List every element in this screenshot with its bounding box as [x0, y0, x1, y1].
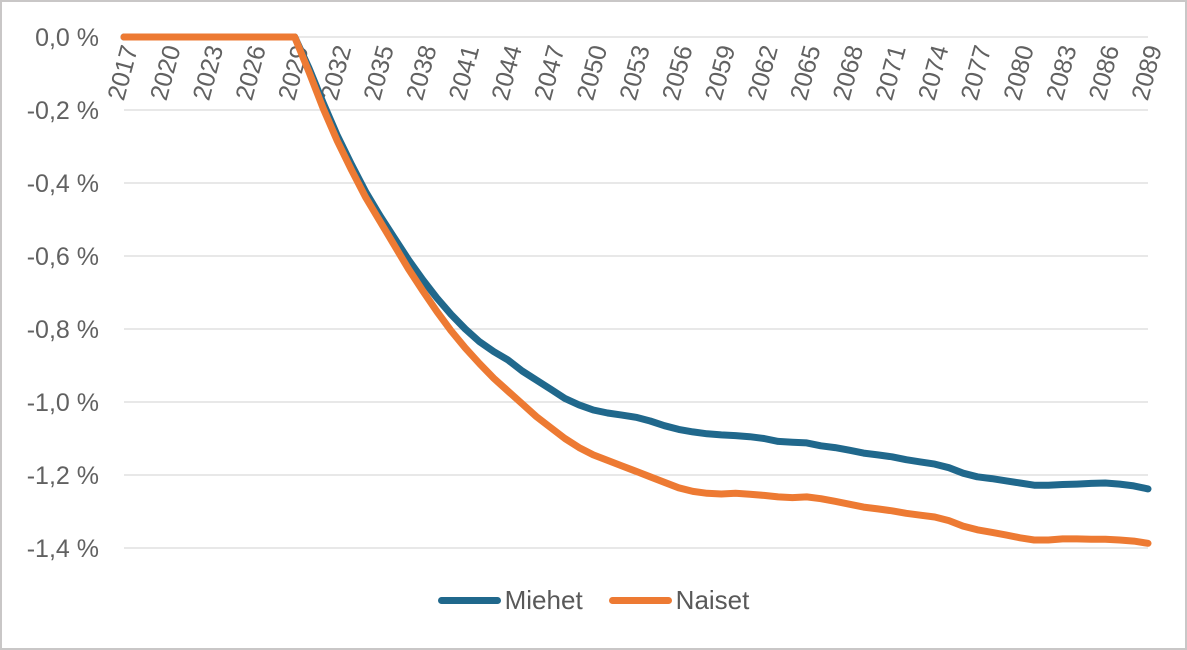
x-tick-label: 2044: [486, 42, 527, 103]
legend-item-miehet: Miehet: [437, 585, 583, 615]
y-tick-label: 0,0 %: [35, 24, 99, 52]
y-tick-label: -1,4 %: [27, 535, 99, 563]
x-tick-label: 2020: [145, 42, 186, 103]
x-tick-label: 2023: [188, 42, 229, 103]
x-tick-label: 2047: [529, 42, 570, 103]
legend-label-miehet: Miehet: [504, 585, 583, 615]
x-tick-label: 2026: [230, 42, 271, 103]
x-tick-label: 2080: [998, 42, 1039, 103]
x-tick-label: 2017: [102, 42, 143, 103]
x-tick-label: 2062: [742, 42, 783, 103]
x-axis-tick-labels: 2017 2020 2023 2026 2029 2032 2035 2038 2041 2044…: [102, 42, 1167, 103]
x-tick-label: 2068: [828, 42, 869, 103]
chart-legend: Miehet Naiset: [2, 587, 1185, 613]
x-tick-label: 2035: [358, 42, 399, 103]
series-line-miehet: [120, 33, 1152, 493]
x-tick-label: 2053: [614, 42, 655, 103]
x-tick-label: 2050: [572, 42, 613, 103]
naiset-line-icon: [608, 596, 672, 604]
x-tick-label: 2086: [1084, 42, 1125, 103]
gridlines: [124, 36, 1148, 549]
x-tick-label: 2041: [444, 42, 485, 103]
legend-label-naiset: Naiset: [675, 585, 750, 615]
x-tick-label: 2056: [657, 42, 698, 103]
x-tick-label: 2077: [956, 42, 997, 103]
y-tick-label: -0,4 %: [27, 170, 99, 198]
miehet-line-icon: [437, 596, 501, 604]
series-line-naiset: [120, 33, 1152, 547]
x-tick-label: 2089: [1126, 42, 1167, 103]
x-tick-label: 2074: [913, 42, 954, 103]
y-tick-label: -1,2 %: [27, 462, 99, 490]
y-tick-label: -1,0 %: [27, 389, 99, 417]
y-tick-label: -0,2 %: [27, 97, 99, 125]
x-tick-label: 2071: [870, 42, 911, 103]
y-axis-tick-labels: 0,0 % -0,2 % -0,4 % -0,6 % -0,8 % -1,0 % -1,2 …: [27, 24, 99, 563]
x-tick-label: 2065: [785, 42, 826, 103]
x-tick-label: 2083: [1041, 42, 1082, 103]
x-tick-label: 2038: [401, 42, 442, 103]
y-tick-label: -0,6 %: [27, 243, 99, 271]
series-lines: [120, 33, 1152, 547]
x-tick-label: 2059: [700, 42, 741, 103]
legend-item-naiset: Naiset: [608, 585, 750, 615]
y-tick-label: -0,8 %: [27, 316, 99, 344]
